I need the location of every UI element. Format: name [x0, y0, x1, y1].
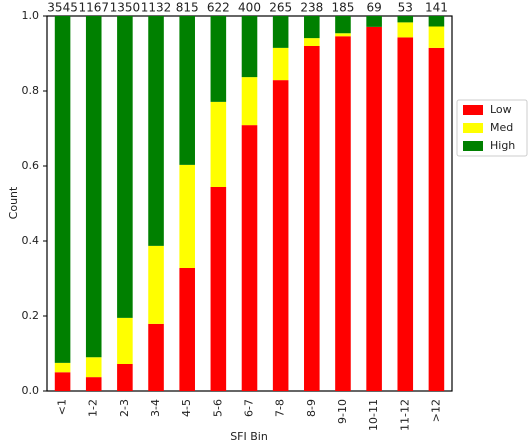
bar-segment: [272, 47, 289, 81]
bar-segment: [428, 47, 445, 391]
x-axis-label: SFI Bin: [230, 430, 268, 442]
bar-segment: [148, 16, 164, 246]
bar-segment: [85, 16, 102, 358]
bar-segment: [54, 372, 71, 391]
x-tick-label: 1-2: [87, 399, 100, 417]
y-tick-label: 0.0: [22, 384, 40, 397]
total-label: 141: [425, 1, 448, 15]
bar-segment: [304, 38, 320, 46]
bar-segment: [428, 26, 445, 48]
legend-label: Med: [490, 121, 513, 134]
y-tick-label: 0.2: [22, 309, 40, 322]
bar-segment: [179, 16, 195, 165]
y-tick-label: 0.8: [22, 84, 40, 97]
total-label: 400: [238, 1, 261, 15]
total-label: 69: [366, 1, 381, 15]
bar-segment: [179, 268, 195, 391]
bar-segment: [241, 16, 258, 78]
x-tick-label: 10-11: [367, 399, 380, 431]
x-tick-label: >12: [429, 399, 442, 422]
bar-segment: [54, 362, 71, 373]
x-tick-label: <1: [56, 399, 69, 415]
x-tick-label: 8-9: [305, 399, 318, 417]
total-label: 1132: [141, 1, 172, 15]
bar-segment: [241, 77, 258, 126]
total-label: 265: [269, 1, 292, 15]
bar-segment: [272, 80, 289, 391]
bar-segment: [117, 317, 133, 364]
total-label: 1167: [78, 1, 109, 15]
y-tick-label: 0.6: [22, 159, 40, 172]
legend-label: Low: [490, 103, 512, 116]
total-label: 1350: [110, 1, 141, 15]
x-tick-label: 3-4: [149, 399, 162, 417]
bar-segment: [85, 377, 102, 391]
bar-segment: [117, 364, 133, 391]
bar-segment: [85, 357, 102, 378]
x-tick-label: 6-7: [243, 399, 256, 417]
total-label: 53: [398, 1, 413, 15]
bar-segment: [397, 22, 414, 38]
bar-segment: [335, 33, 351, 37]
legend-swatch: [463, 105, 483, 115]
bar-segment: [241, 125, 258, 391]
bar-segment: [148, 245, 164, 324]
bar-segment: [366, 26, 382, 391]
bar-segment: [366, 16, 382, 27]
y-tick-label: 1.0: [22, 9, 40, 22]
legend-swatch: [463, 123, 483, 133]
bar-segment: [335, 36, 351, 391]
bar-segment: [272, 16, 289, 48]
bar-segment: [117, 16, 133, 318]
total-label: 815: [176, 1, 199, 15]
bar-segment: [397, 37, 414, 391]
x-tick-label: 4-5: [180, 399, 193, 417]
x-tick-label: 9-10: [336, 399, 349, 424]
bar-segment: [210, 187, 227, 391]
bar-segment: [304, 46, 320, 391]
legend-swatch: [463, 141, 483, 151]
total-label: 185: [332, 1, 355, 15]
y-axis-label: Count: [7, 186, 20, 219]
bar-segment: [335, 16, 351, 34]
total-label: 238: [300, 1, 323, 15]
bar-segment: [54, 16, 71, 363]
bar-segment: [397, 16, 414, 23]
bar-segment: [428, 16, 445, 27]
x-tick-label: 2-3: [118, 399, 131, 417]
bar-segment: [210, 16, 227, 102]
bar-segment: [210, 101, 227, 187]
bar-segment: [179, 164, 195, 268]
x-tick-label: 11-12: [398, 399, 411, 431]
total-label: 622: [207, 1, 230, 15]
x-tick-label: 7-8: [274, 399, 287, 417]
bar-segment: [304, 16, 320, 39]
bar-segment: [148, 323, 164, 391]
total-label: 3545: [47, 1, 78, 15]
legend-label: High: [490, 139, 515, 152]
y-tick-label: 0.4: [22, 234, 40, 247]
x-tick-label: 5-6: [211, 399, 224, 417]
